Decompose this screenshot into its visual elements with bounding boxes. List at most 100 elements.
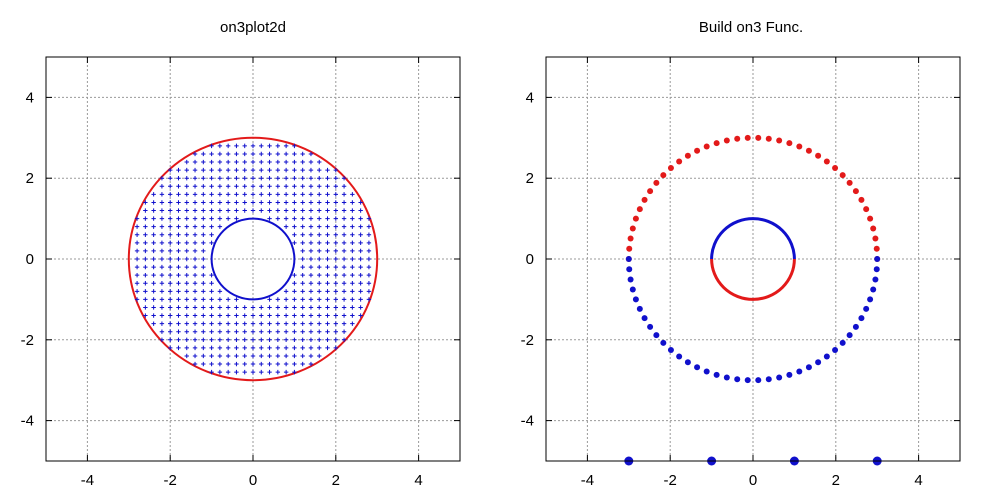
mesh-point xyxy=(143,256,148,262)
mesh-point xyxy=(250,361,256,367)
mesh-point xyxy=(192,313,198,318)
mesh-point xyxy=(225,369,231,375)
mesh-point xyxy=(159,321,165,326)
mesh-point xyxy=(159,216,165,221)
scatter-point xyxy=(852,188,859,195)
mesh-point xyxy=(292,200,297,205)
mesh-point xyxy=(168,256,173,262)
mesh-point xyxy=(242,337,247,342)
mesh-point xyxy=(201,151,206,157)
mesh-point xyxy=(300,297,305,302)
grid-left xyxy=(46,57,460,461)
mesh-point xyxy=(259,313,264,318)
mesh-point xyxy=(151,248,156,254)
mesh-point xyxy=(225,353,231,359)
mesh-point xyxy=(242,208,247,213)
mesh-point xyxy=(358,208,363,213)
mesh-point xyxy=(168,297,173,302)
ticks-left: -4 -2 0 2 4 -4 -2 0 2 4 xyxy=(21,57,460,489)
mesh-point xyxy=(209,321,214,326)
mesh-point xyxy=(300,305,305,310)
mesh-point xyxy=(225,143,231,149)
scatter-point xyxy=(870,225,877,232)
mesh-point xyxy=(267,176,272,181)
mesh-point xyxy=(134,256,140,262)
mesh-point xyxy=(184,232,189,237)
scatter-point xyxy=(647,188,654,195)
mesh-point xyxy=(134,224,140,229)
mesh-point xyxy=(143,240,148,246)
mesh-point xyxy=(275,208,281,213)
mesh-point xyxy=(325,289,330,294)
scatter-point xyxy=(846,332,853,339)
mesh-point xyxy=(192,167,198,173)
mesh-point xyxy=(151,313,156,318)
mesh-point xyxy=(259,321,264,326)
mesh-point xyxy=(325,337,330,342)
scatter-point xyxy=(872,235,879,242)
mesh-point xyxy=(176,256,181,262)
scatter-point xyxy=(647,323,654,330)
mesh-point xyxy=(292,159,297,165)
grid-right xyxy=(546,57,960,461)
x-tick-label: 0 xyxy=(249,472,257,489)
mesh-point xyxy=(317,192,322,197)
mesh-point xyxy=(308,216,314,221)
mesh-point xyxy=(292,345,297,351)
scatter-point xyxy=(694,364,701,371)
mesh-point xyxy=(217,151,223,157)
mesh-point xyxy=(192,297,198,302)
mesh-point xyxy=(151,297,156,302)
mesh-point xyxy=(168,208,173,213)
mesh-point xyxy=(184,184,189,189)
mesh-point xyxy=(341,248,347,254)
mesh-point xyxy=(341,297,347,302)
mesh-point xyxy=(250,313,256,318)
mesh-point xyxy=(234,200,239,205)
mesh-point xyxy=(209,143,214,149)
mesh-point xyxy=(308,305,314,310)
plot-area-left xyxy=(127,136,379,382)
mesh-point xyxy=(184,224,189,229)
mesh-point xyxy=(225,216,231,221)
mesh-point xyxy=(201,337,206,342)
mesh-point xyxy=(317,159,322,165)
mesh-point xyxy=(325,264,330,270)
mesh-point xyxy=(151,321,156,326)
mesh-point xyxy=(209,272,214,278)
mesh-point xyxy=(217,167,223,173)
mesh-point xyxy=(300,321,305,326)
mesh-point xyxy=(151,200,156,205)
mesh-point xyxy=(300,216,305,221)
mesh-point xyxy=(143,272,148,278)
mesh-point xyxy=(308,321,314,326)
scatter-point xyxy=(765,135,772,142)
mesh-point xyxy=(300,329,305,334)
mesh-point xyxy=(300,248,305,254)
mesh-point xyxy=(201,192,206,197)
mesh-point xyxy=(217,192,223,197)
mesh-point xyxy=(292,361,297,367)
scatter-point xyxy=(629,225,636,232)
mesh-point xyxy=(292,321,297,326)
mesh-point xyxy=(341,176,347,181)
mesh-point xyxy=(209,313,214,318)
mesh-point xyxy=(259,369,264,375)
mesh-point xyxy=(134,281,140,286)
mesh-point xyxy=(151,272,156,278)
mesh-point xyxy=(275,361,281,367)
mesh-point xyxy=(250,345,256,351)
mesh-point xyxy=(143,224,148,229)
mesh-point xyxy=(325,167,330,173)
mesh-point xyxy=(143,232,148,237)
mesh-point xyxy=(325,216,330,221)
mesh-point xyxy=(159,248,165,254)
mesh-point xyxy=(292,167,297,173)
mesh-point xyxy=(283,184,289,189)
mesh-point xyxy=(308,151,314,157)
mesh-point xyxy=(259,200,264,205)
mesh-point xyxy=(292,297,297,302)
mesh-point xyxy=(176,264,181,270)
mesh-point xyxy=(292,272,297,278)
mesh-point xyxy=(317,313,322,318)
